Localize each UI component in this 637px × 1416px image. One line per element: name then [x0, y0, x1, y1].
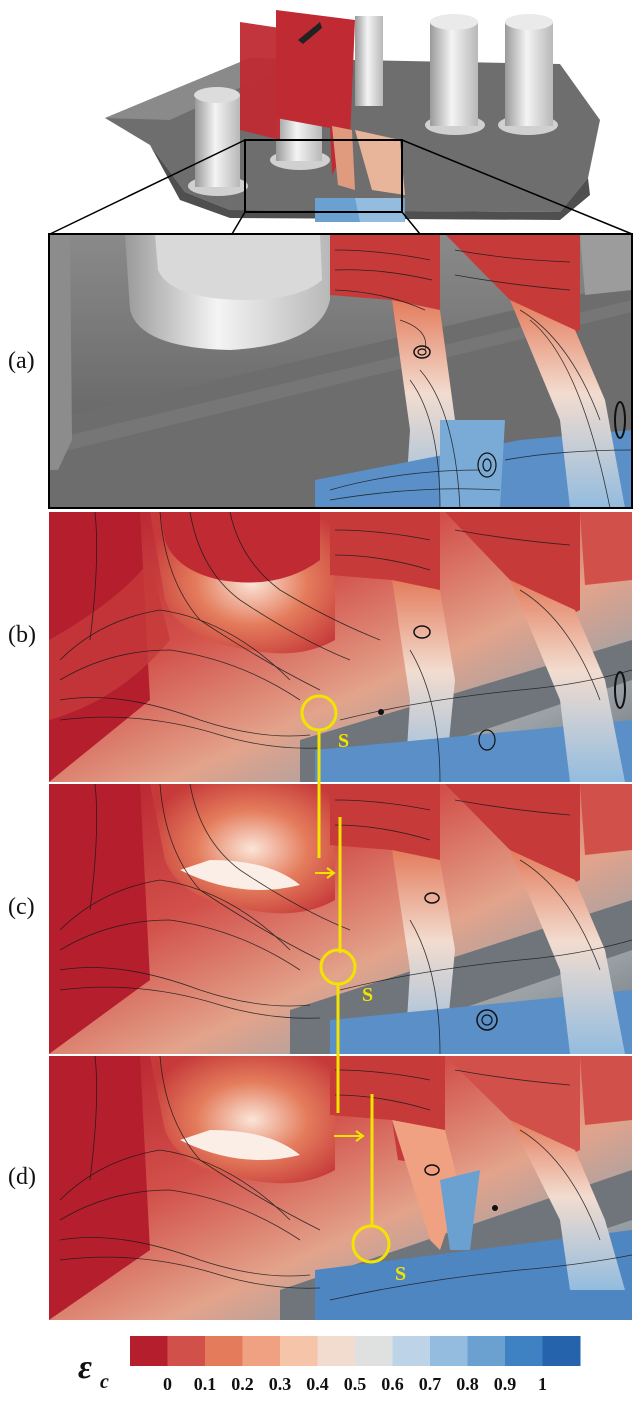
colorbar-tick-label: 0.9 — [494, 1374, 517, 1394]
zoom-box — [244, 139, 403, 213]
saddle-marker-d — [351, 1224, 391, 1264]
colorbar-tick-label: 1 — [538, 1374, 547, 1394]
colorbar-swatch — [130, 1336, 168, 1366]
colorbar-tick-label: 0.6 — [381, 1374, 404, 1394]
saddle-label-d: S — [395, 1263, 406, 1285]
saddle-annotations — [300, 694, 391, 1264]
colorbar: ε c 0 0.1 0.2 0.3 0.4 0.5 0.6 0.7 0.8 0.9 1 — [78, 1336, 581, 1394]
panel-a-pillar — [125, 234, 330, 350]
colorbar-swatch — [392, 1336, 431, 1366]
colorbar-swatch — [280, 1336, 318, 1366]
panel-d: (d) — [8, 1056, 632, 1320]
panel-label-c: (c) — [8, 894, 35, 920]
colorbar-symbol: ε — [78, 1349, 92, 1386]
pillar-3 — [425, 14, 485, 135]
colorbar-swatch — [167, 1336, 206, 1366]
colorbar-swatch — [242, 1336, 281, 1366]
colorbar-tick-label: 0.2 — [231, 1374, 254, 1394]
panel-b: (b) — [8, 512, 632, 782]
colorbar-subscript: c — [100, 1371, 109, 1393]
saddle-label-b: S — [338, 730, 349, 752]
colorbar-swatch — [430, 1336, 468, 1366]
colorbar-swatch — [542, 1336, 581, 1366]
panel-label-a: (a) — [8, 348, 35, 374]
colorbar-ticks: 0 0.1 0.2 0.3 0.4 0.5 0.6 0.7 0.8 0.9 1 — [163, 1374, 547, 1394]
pillar-partial — [355, 16, 383, 106]
colorbar-tick-label: 0.5 — [344, 1374, 367, 1394]
colorbar-tick-label: 0.1 — [194, 1374, 217, 1394]
colorbar-tick-label: 0 — [163, 1374, 172, 1394]
panel-label-d: (d) — [8, 1164, 36, 1190]
overview-render — [49, 10, 633, 235]
pillar-4 — [498, 14, 558, 135]
pillar-1 — [188, 87, 248, 196]
colorbar-tick-label: 0.3 — [269, 1374, 292, 1394]
colorbar-swatch — [317, 1336, 356, 1366]
panel-a: (a) — [8, 233, 633, 509]
colorbar-swatch — [467, 1336, 506, 1366]
colorbar-swatch — [205, 1336, 243, 1366]
colorbar-swatches — [130, 1336, 581, 1366]
panel-label-b: (b) — [8, 622, 36, 648]
colorbar-swatch — [505, 1336, 543, 1366]
colorbar-tick-label: 0.4 — [306, 1374, 329, 1394]
colorbar-tick-label: 0.7 — [419, 1374, 442, 1394]
saddle-label-c: S — [362, 984, 373, 1006]
colorbar-tick-label: 0.8 — [456, 1374, 479, 1394]
colorbar-swatch — [355, 1336, 393, 1366]
